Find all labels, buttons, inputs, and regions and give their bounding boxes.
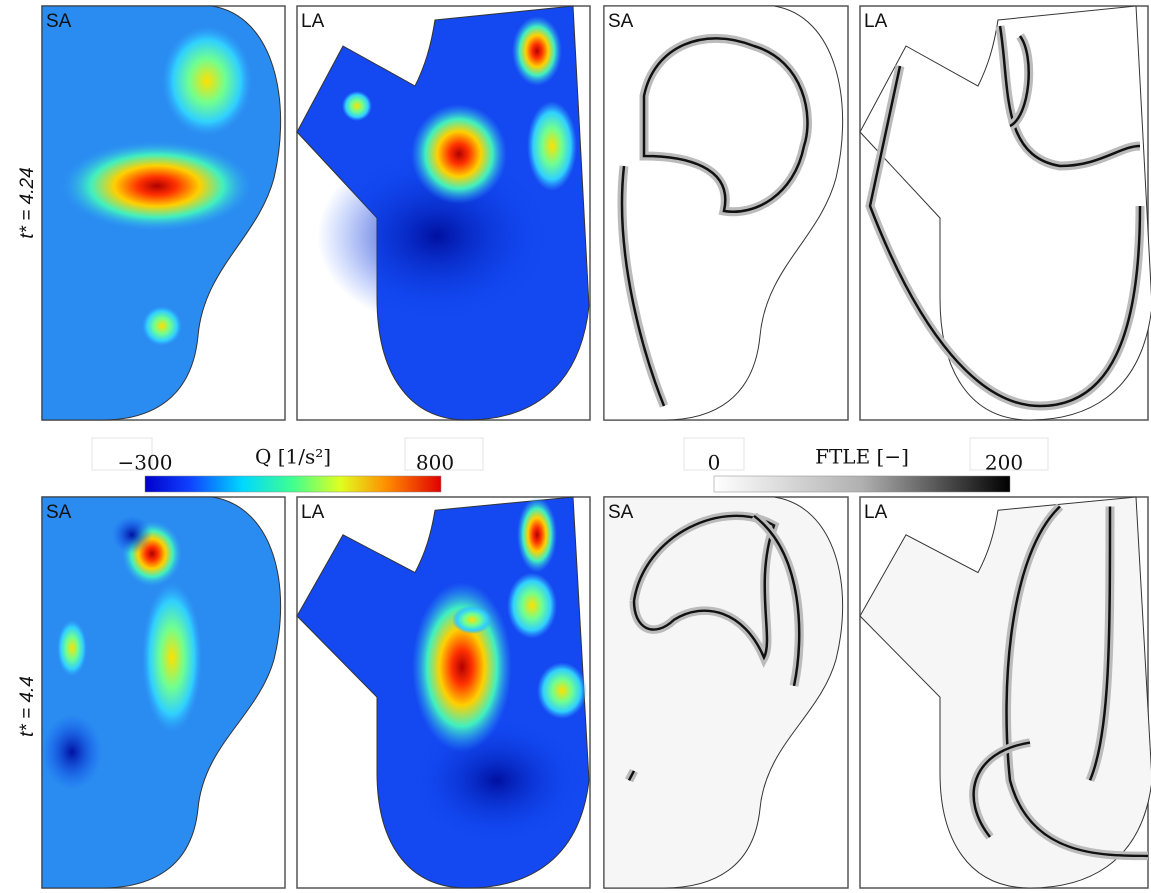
panel-label: LA [301, 502, 325, 523]
panel-label: SA [608, 11, 634, 32]
page: {"rows": [ {"label": "t* = 4.24", "panel… [0, 0, 1151, 893]
colorbar-min: −300 [118, 451, 173, 475]
vortex-blob [142, 306, 182, 346]
colorbar [714, 476, 1010, 492]
colorbar-max: 200 [985, 451, 1023, 475]
colorbar-title: FTLE [−] [815, 445, 909, 469]
vortex-blob [527, 101, 577, 191]
colorbar-title: Q [1/s²] [255, 445, 331, 469]
row-label: t* = 4.24 [17, 167, 38, 238]
vortex-blob [452, 606, 492, 634]
vortex-blob [342, 91, 372, 121]
colorbar [145, 476, 441, 492]
vortex-blob [412, 582, 512, 752]
panel-label: SA [46, 11, 72, 32]
panel-label: LA [301, 11, 325, 32]
panel-label: LA [864, 11, 888, 32]
vortex-blob [62, 141, 252, 231]
vortex-blob [507, 573, 557, 639]
figure: t* = 4.24 SA LA SA LA t* = 4.4 SA LA SA LA Q [1/s²… [0, 0, 1151, 893]
vortex-blob [537, 662, 587, 719]
vortex-blob [142, 582, 202, 733]
vortex-blob [162, 26, 252, 136]
panel-label: SA [608, 502, 634, 523]
vortex-blob [512, 16, 562, 86]
row-label: t* = 4.4 [17, 676, 38, 737]
vortex-blob [411, 104, 507, 204]
vortex-blob [517, 497, 557, 573]
colorbar-max: 800 [416, 451, 454, 475]
vortex-blob [57, 620, 87, 677]
panel-label: SA [46, 502, 72, 523]
vortex-blob [112, 516, 152, 554]
panel-label: LA [864, 502, 888, 523]
vortex-blob [42, 714, 102, 790]
colorbar-min: 0 [708, 451, 721, 475]
